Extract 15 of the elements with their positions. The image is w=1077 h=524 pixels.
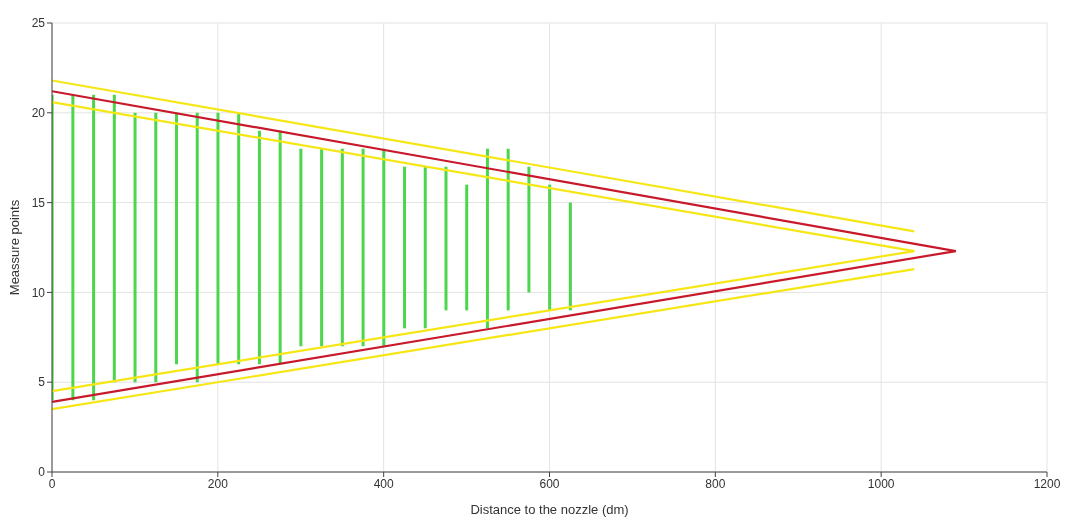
- x-tick-label: 1000: [867, 476, 895, 491]
- y-tick-label: 0: [38, 465, 46, 480]
- x-tick-label: 200: [207, 476, 229, 491]
- y-tick-label: 25: [31, 16, 46, 31]
- y-tick-label: 20: [31, 106, 46, 121]
- x-axis-title: Distance to the nozzle (dm): [470, 502, 629, 517]
- y-axis-title: Meassure points: [6, 199, 22, 296]
- y-tick-label: 10: [31, 285, 46, 300]
- x-tick-label: 600: [539, 476, 560, 491]
- y-tick-label: 5: [38, 375, 46, 390]
- x-tick-label: 0: [48, 476, 56, 491]
- x-tick-label: 1200: [1033, 476, 1061, 491]
- x-tick-label: 800: [705, 476, 726, 491]
- y-tick-label: 15: [31, 195, 46, 210]
- x-tick-label: 400: [373, 476, 394, 491]
